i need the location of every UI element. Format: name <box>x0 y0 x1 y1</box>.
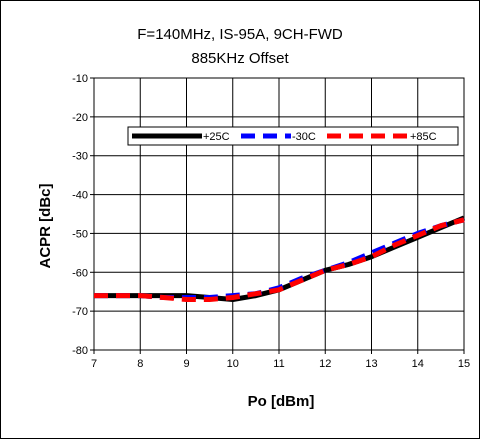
x-tick-label: 10 <box>227 358 239 370</box>
y-tick-label: -10 <box>72 73 88 85</box>
y-axis-label: ACPR [dBc] <box>37 183 54 268</box>
x-axis-label: Po [dBm] <box>248 393 315 410</box>
chart-subtitle: 885KHz Offset <box>191 50 289 67</box>
legend-box <box>127 126 459 146</box>
legend: +25C -30C +85C <box>127 126 459 146</box>
y-tick-label: -20 <box>72 112 88 124</box>
x-tick-label: 8 <box>137 358 143 370</box>
series-line-2 <box>94 217 465 302</box>
legend-label-0: +25C <box>203 131 230 143</box>
y-tick-label: -40 <box>72 190 88 202</box>
series-lines <box>94 215 465 302</box>
grid-lines <box>94 78 464 350</box>
legend-label-2: +85C <box>410 131 437 143</box>
y-tick-label: -80 <box>72 345 88 357</box>
chart-title: F=140MHz, IS-95A, 9CH-FWD <box>137 26 343 43</box>
x-tick-label: 11 <box>273 358 284 370</box>
x-tick-label: 14 <box>412 358 424 370</box>
x-tick-label: 13 <box>365 358 377 370</box>
x-tick-label: 12 <box>319 358 331 370</box>
legend-label-1: -30C <box>292 131 316 143</box>
x-tick-label: 15 <box>458 358 470 370</box>
x-tick-label: 7 <box>91 358 97 370</box>
y-tick-label: -50 <box>72 228 88 240</box>
x-tick-label: 9 <box>183 358 189 370</box>
y-tick-label: -60 <box>72 267 88 279</box>
y-tick-label: -70 <box>72 306 88 318</box>
y-tick-label: -30 <box>72 151 88 163</box>
axis-ticks: 7 8 9 10 11 12 13 14 15 -10 -20 -30 -40 -50 -60 -70 -80 <box>72 73 470 370</box>
